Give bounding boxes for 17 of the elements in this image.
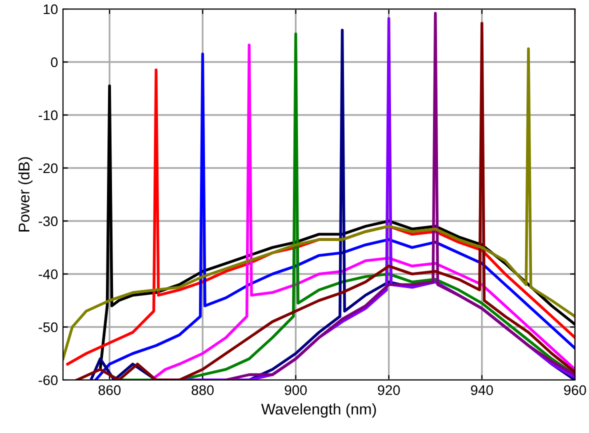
y-axis-title: Power (dB): [18, 157, 33, 232]
x-tick-label: 960: [564, 385, 586, 396]
x-tick-label: 900: [284, 385, 307, 396]
line-series: [224, 12, 575, 380]
x-tick-label: 920: [378, 385, 400, 396]
x-axis-title: Wavelength (nm): [261, 403, 376, 418]
x-tick-label: 880: [192, 385, 214, 396]
y-tick-label: 10: [44, 4, 58, 14]
y-tick-label: -30: [38, 216, 58, 226]
y-tick-label: 0: [50, 57, 58, 68]
y-tick-label: -20: [38, 163, 58, 174]
x-tick-label: 940: [470, 385, 493, 396]
y-tick-label: -10: [38, 110, 58, 120]
y-tick-label: -50: [38, 322, 58, 332]
y-tick-label: -40: [38, 269, 58, 280]
y-tick-label: -60: [38, 375, 58, 386]
x-tick-label: 860: [98, 385, 121, 396]
